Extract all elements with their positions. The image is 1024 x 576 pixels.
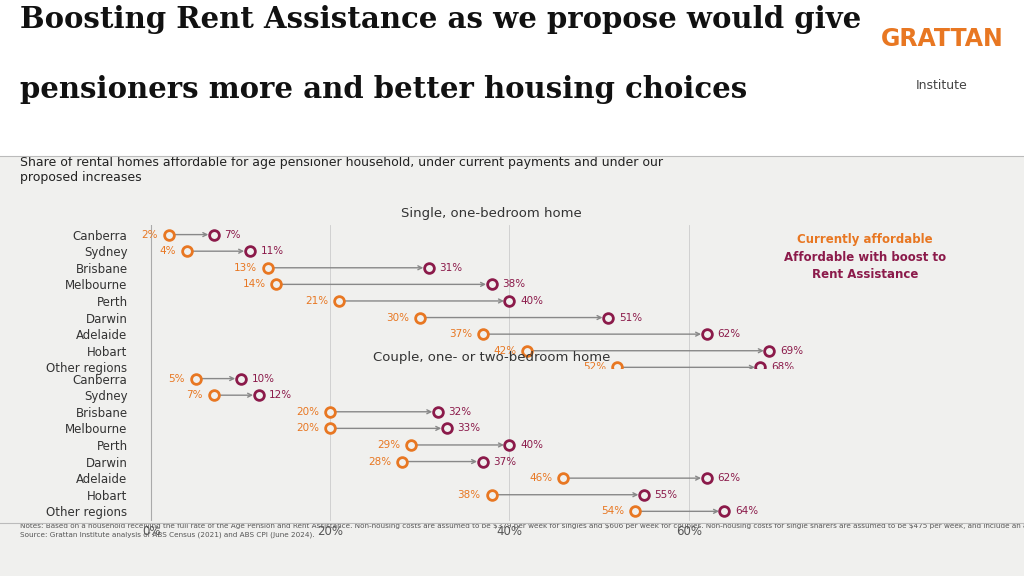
Text: 32%: 32%: [449, 407, 472, 417]
Text: 5%: 5%: [169, 374, 185, 384]
Text: 40%: 40%: [520, 440, 543, 450]
Text: 64%: 64%: [735, 506, 759, 516]
Text: 68%: 68%: [771, 362, 795, 372]
Text: 62%: 62%: [717, 329, 740, 339]
Text: 29%: 29%: [377, 440, 400, 450]
Text: 38%: 38%: [502, 279, 525, 289]
Text: 31%: 31%: [439, 263, 463, 273]
Text: 7%: 7%: [186, 390, 203, 400]
Text: Notes: Based on a household receiving the full rate of the Age Pension and Rent : Notes: Based on a household receiving th…: [20, 523, 1024, 537]
Text: 69%: 69%: [780, 346, 803, 356]
Text: Institute: Institute: [916, 79, 968, 92]
Text: 28%: 28%: [368, 457, 391, 467]
Text: 7%: 7%: [224, 230, 241, 240]
Text: 12%: 12%: [269, 390, 293, 400]
Text: 33%: 33%: [458, 423, 480, 433]
Text: Share of rental homes affordable for age pensioner household, under current paym: Share of rental homes affordable for age…: [20, 156, 664, 184]
Text: 54%: 54%: [601, 506, 624, 516]
Text: 2%: 2%: [141, 230, 158, 240]
Text: 13%: 13%: [233, 263, 257, 273]
Text: Currently affordable: Currently affordable: [798, 233, 933, 247]
Text: 4%: 4%: [160, 246, 176, 256]
Text: 20%: 20%: [297, 407, 319, 417]
Text: 30%: 30%: [386, 313, 409, 323]
Text: Single, one-bedroom home: Single, one-bedroom home: [401, 207, 582, 220]
Text: 37%: 37%: [494, 457, 516, 467]
Text: 55%: 55%: [654, 490, 678, 500]
Text: 11%: 11%: [260, 246, 284, 256]
Text: pensioners more and better housing choices: pensioners more and better housing choic…: [20, 75, 748, 104]
Text: 21%: 21%: [305, 296, 329, 306]
Text: 42%: 42%: [494, 346, 516, 356]
Text: 51%: 51%: [618, 313, 642, 323]
Text: 46%: 46%: [529, 473, 553, 483]
Text: Rent Assistance: Rent Assistance: [812, 268, 919, 281]
Text: 14%: 14%: [243, 279, 265, 289]
Text: 37%: 37%: [449, 329, 472, 339]
Text: Couple, one- or two-bedroom home: Couple, one- or two-bedroom home: [373, 351, 610, 364]
Text: 40%: 40%: [520, 296, 543, 306]
Text: Affordable with boost to: Affordable with boost to: [784, 251, 946, 264]
Text: 52%: 52%: [583, 362, 606, 372]
Text: 62%: 62%: [717, 473, 740, 483]
Text: 10%: 10%: [252, 374, 274, 384]
Text: Boosting Rent Assistance as we propose would give: Boosting Rent Assistance as we propose w…: [20, 5, 862, 33]
Text: 38%: 38%: [458, 490, 480, 500]
Text: 20%: 20%: [297, 423, 319, 433]
Text: GRATTAN: GRATTAN: [881, 27, 1004, 51]
